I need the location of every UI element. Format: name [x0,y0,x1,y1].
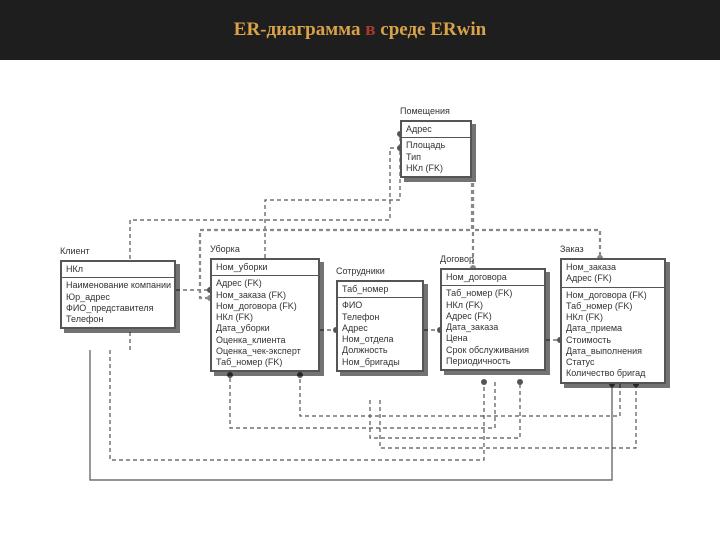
entity-title-client: Клиент [60,246,90,256]
entity-uborka: Ном_уборкиАдрес (FK)Ном_заказа (FK)Ном_д… [210,258,320,372]
entity-zakaz: Ном_заказаАдрес (FK)Ном_договора (FK)Таб… [560,258,666,384]
diagram-canvas: Клиент НКлНаименование компанииЮр_адресФИ… [0,60,720,540]
entity-attrs: Наименование компанииЮр_адресФИО_предста… [60,278,176,329]
entity-attrs: Адрес (FK)Ном_заказа (FK)Ном_договора (F… [210,276,320,372]
entity-pk: Ном_уборки [210,258,320,276]
entity-attrs: Таб_номер (FK)НКл (FK)Адрес (FK)Дата_зак… [440,286,546,371]
entity-pk: Ном_заказаАдрес (FK) [560,258,666,288]
entity-title-uborka: Уборка [210,244,240,254]
entity-attrs: ПлощадьТипНКл (FK) [400,138,472,178]
entity-attrs: ФИОТелефонАдресНом_отделаДолжностьНом_бр… [336,298,424,372]
entity-pk: НКл [60,260,176,278]
entity-client: НКлНаименование компанииЮр_адресФИО_пред… [60,260,176,329]
entity-pomeshenia: АдресПлощадьТипНКл (FK) [400,120,472,178]
entity-attrs: Ном_договора (FK)Таб_номер (FK)НКл (FK)Д… [560,288,666,384]
entity-sotrudniki: Таб_номерФИОТелефонАдресНом_отделаДолжно… [336,280,424,372]
entity-title-pomeshenia: Помещения [400,106,450,116]
entity-title-dogovor: Договор [440,254,474,264]
entity-pk: Таб_номер [336,280,424,298]
entity-title-sotrudniki: Сотрудники [336,266,385,276]
entity-pk: Ном_договора [440,268,546,286]
entity-title-zakaz: Заказ [560,244,584,254]
page-title: ER-диаграмма в среде ERwin [234,19,486,41]
entity-dogovor: Ном_договораТаб_номер (FK)НКл (FK)Адрес … [440,268,546,371]
header: ER-диаграмма в среде ERwin [0,0,720,60]
entity-pk: Адрес [400,120,472,138]
